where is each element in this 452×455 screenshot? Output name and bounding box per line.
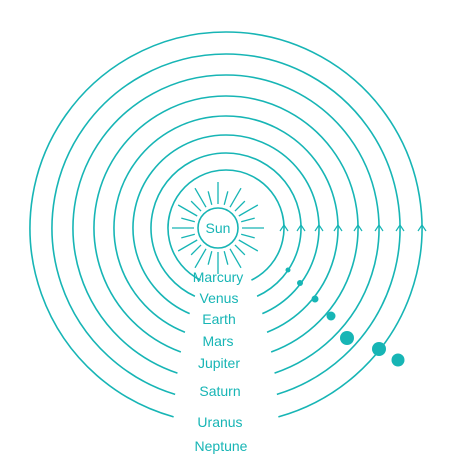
planet-dot-mars [326,311,336,321]
planet-dot-marcury [285,267,291,273]
planet-label-mars: Mars [202,333,233,349]
planet-label-neptune: Neptune [195,438,248,454]
sun-ray [223,251,229,265]
sun-ray [234,200,246,212]
sun-ray [181,233,195,239]
planet-dot-uranus [391,353,405,367]
sun: Sun [172,182,264,274]
orbit-arrow-icon [333,223,343,232]
sun-ray [177,239,198,252]
sun-ray [229,248,242,269]
orbit-arrow-icon [296,223,306,232]
planet-labels-group: Marcury Venus Earth Mars Jupiter Saturn Uranus… [193,269,248,454]
orbit-neptune [29,31,423,418]
orbit-arrow-icon [314,223,324,232]
sun-ray [223,191,229,205]
sun-rays [172,182,264,274]
planet-dots-group [285,267,405,367]
sun-ray [229,187,242,208]
planet-dot-venus [297,280,303,286]
planet-label-saturn: Saturn [199,383,240,399]
sun-ray [181,217,195,223]
orbit-arrow-icon [279,223,289,232]
sun-ray [177,204,198,217]
orbit-arrow-icon [353,223,363,232]
planet-label-uranus: Uranus [197,414,242,430]
orbit-earth [132,134,320,315]
orbit-direction-arrows [279,223,427,232]
planet-label-marcury: Marcury [193,269,244,285]
orbit-saturn [72,74,380,374]
orbit-mars [113,115,339,333]
planet-label-jupiter: Jupiter [198,355,240,371]
sun-ray [238,239,259,252]
sun-disc [197,207,239,249]
orbit-uranus [51,53,401,396]
planet-dot-saturn [372,342,386,356]
sun-label: Sun [206,220,231,236]
sun-ray [207,191,213,205]
orbit-jupiter [93,95,359,353]
sun-ray [238,204,259,217]
orbit-arrow-icon [395,223,405,232]
sun-ray [190,244,202,256]
orbits-group [29,31,423,418]
planet-label-earth: Earth [202,311,235,327]
orbit-arrow-icon [417,223,427,232]
sun-ray [194,187,207,208]
sun-ray [241,233,255,239]
orbit-marcury [167,169,285,281]
planet-dot-earth [311,295,319,303]
orbit-arrow-icon [374,223,384,232]
sun-ray [241,217,255,223]
sun-ray [190,200,202,212]
sun-ray [207,251,213,265]
planet-label-venus: Venus [200,290,239,306]
sun-ray [234,244,246,256]
orbit-venus [150,152,302,297]
planet-dot-jupiter [340,331,354,345]
sun-ray [194,248,207,269]
